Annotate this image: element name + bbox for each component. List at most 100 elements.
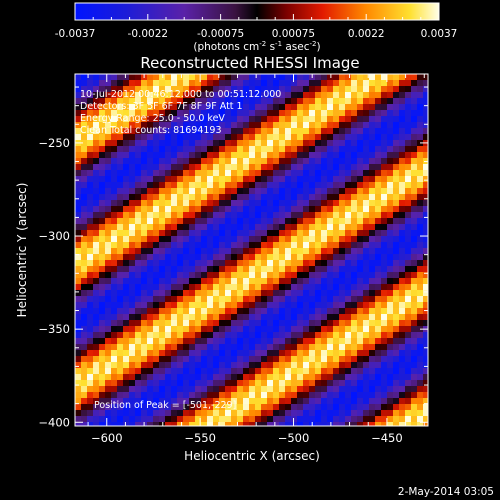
heatmap-cell (333, 314, 340, 321)
heatmap-cell (399, 200, 406, 207)
heatmap-cell (381, 404, 388, 411)
heatmap-cell (213, 248, 220, 255)
heatmap-cell (261, 410, 268, 417)
heatmap-cell (357, 290, 364, 297)
heatmap-cell (249, 170, 256, 177)
heatmap-cell (339, 146, 346, 153)
heatmap-cell (201, 404, 208, 411)
heatmap-cell (231, 266, 238, 273)
heatmap-cell (261, 218, 268, 225)
heatmap-cell (285, 284, 292, 291)
heatmap-cell (195, 410, 202, 417)
heatmap-cell (129, 374, 136, 381)
heatmap-cell (327, 200, 334, 207)
heatmap-cell (231, 272, 238, 279)
heatmap-cell (339, 314, 346, 321)
heatmap-cell (195, 146, 202, 153)
heatmap-cell (279, 368, 286, 375)
heatmap-cell (303, 404, 310, 411)
heatmap-cell (183, 344, 190, 351)
heatmap-cell (147, 368, 154, 375)
heatmap-cell (387, 242, 394, 249)
heatmap-cell (393, 176, 400, 183)
heatmap-cell (207, 104, 214, 111)
heatmap-cell (381, 104, 388, 111)
heatmap-cell (171, 242, 178, 249)
heatmap-cell (279, 230, 286, 237)
heatmap-cell (303, 134, 310, 141)
heatmap-cell (417, 278, 424, 285)
heatmap-cell (423, 320, 428, 327)
heatmap-cell (315, 302, 322, 309)
heatmap-cell (135, 92, 142, 99)
heatmap-cell (189, 188, 196, 195)
heatmap-cell (141, 236, 148, 243)
heatmap-cell (225, 326, 232, 333)
heatmap-cell (381, 380, 388, 387)
heatmap-cell (357, 170, 364, 177)
heatmap-cell (363, 86, 370, 93)
heatmap-cell (285, 392, 292, 399)
heatmap-cell (273, 374, 280, 381)
heatmap-cell (231, 188, 238, 195)
heatmap-cell (303, 332, 310, 339)
heatmap-cell (243, 74, 250, 81)
heatmap-cell (177, 350, 184, 357)
heatmap-cell (393, 164, 400, 171)
heatmap-cell (117, 314, 124, 321)
heatmap-cell (207, 278, 214, 285)
heatmap-cell (153, 332, 160, 339)
heatmap-cell (387, 152, 394, 159)
heatmap-cell (201, 260, 208, 267)
heatmap-cell (75, 80, 82, 87)
heatmap-cell (375, 200, 382, 207)
heatmap-cell (195, 254, 202, 261)
heatmap-cell (411, 320, 418, 327)
heatmap-cell (279, 164, 286, 171)
heatmap-cell (111, 398, 118, 405)
heatmap-cell (171, 410, 178, 417)
heatmap-cell (129, 218, 136, 225)
heatmap-cell (423, 350, 428, 357)
heatmap-cell (171, 380, 178, 387)
heatmap-cell (423, 332, 428, 339)
heatmap-cell (369, 296, 376, 303)
heatmap-cell (225, 242, 232, 249)
heatmap-cell (171, 176, 178, 183)
heatmap-cell (345, 284, 352, 291)
heatmap-cell (243, 122, 250, 129)
heatmap-cell (285, 416, 292, 423)
heatmap-cell (333, 374, 340, 381)
heatmap-cell (339, 332, 346, 339)
heatmap-cell (129, 410, 136, 417)
heatmap-cell (171, 122, 178, 129)
heatmap-cell (177, 194, 184, 201)
heatmap-cell (369, 350, 376, 357)
heatmap-cell (195, 368, 202, 375)
heatmap-cell (93, 308, 100, 315)
heatmap-cell (393, 200, 400, 207)
heatmap-cell (303, 224, 310, 231)
heatmap-cell (363, 248, 370, 255)
heatmap-cell (165, 194, 172, 201)
heatmap-cell (93, 362, 100, 369)
heatmap-cell (417, 176, 424, 183)
heatmap-cell (165, 302, 172, 309)
heatmap-cell (351, 290, 358, 297)
heatmap-cell (405, 86, 412, 93)
heatmap-cell (189, 194, 196, 201)
heatmap-cell (99, 380, 106, 387)
heatmap-cell (87, 74, 94, 81)
heatmap-cell (303, 278, 310, 285)
heatmap-cell (417, 134, 424, 141)
heatmap-cell (291, 158, 298, 165)
heatmap-cell (81, 152, 88, 159)
heatmap-cell (93, 392, 100, 399)
heatmap-cell (81, 320, 88, 327)
heatmap-cell (339, 344, 346, 351)
heatmap-cell (195, 284, 202, 291)
heatmap-cell (279, 116, 286, 123)
heatmap-cell (231, 152, 238, 159)
heatmap-cell (357, 284, 364, 291)
heatmap-cell (153, 152, 160, 159)
